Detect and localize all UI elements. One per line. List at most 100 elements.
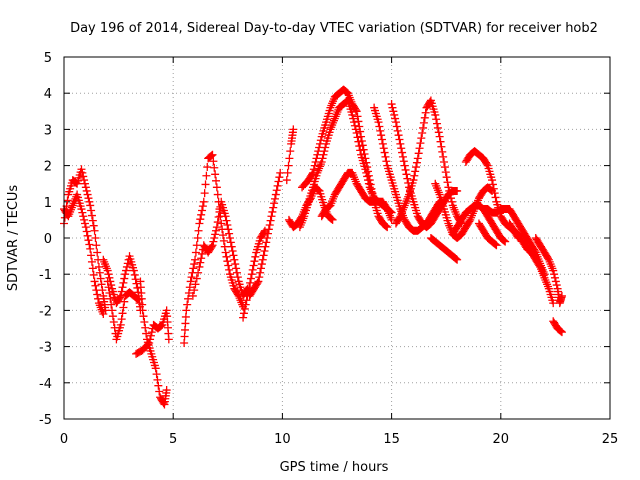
data-point xyxy=(225,234,234,242)
data-point xyxy=(500,236,509,245)
data-point xyxy=(398,148,407,157)
series-arc-9 xyxy=(245,168,285,300)
data-point xyxy=(152,370,161,379)
data-point xyxy=(85,240,94,249)
x-tick-label: 25 xyxy=(602,432,619,447)
data-point xyxy=(209,157,218,166)
data-point xyxy=(284,161,293,170)
data-point xyxy=(355,142,364,151)
data-point xyxy=(313,150,322,159)
data-point xyxy=(256,264,265,273)
data-point xyxy=(452,254,461,263)
data-point xyxy=(398,152,407,161)
data-point xyxy=(250,257,259,266)
data-point xyxy=(210,163,219,172)
data-point xyxy=(358,141,367,150)
data-point xyxy=(392,122,401,131)
data-point xyxy=(221,248,230,257)
data-point xyxy=(433,123,442,132)
data-point xyxy=(380,148,389,157)
data-point xyxy=(122,266,131,275)
data-point xyxy=(260,247,269,256)
data-point xyxy=(105,273,114,282)
data-point xyxy=(87,257,96,266)
x-tick-label: 20 xyxy=(493,432,510,447)
data-point xyxy=(182,306,191,315)
y-tick-label: 1 xyxy=(44,196,52,211)
data-point xyxy=(492,241,501,250)
data-point xyxy=(549,266,558,275)
data-point xyxy=(154,381,163,390)
data-point xyxy=(189,264,198,273)
data-point xyxy=(491,240,500,249)
data-point xyxy=(197,254,206,263)
data-point xyxy=(208,241,217,250)
data-point xyxy=(387,215,396,224)
data-point xyxy=(213,218,222,227)
series-arc-26 xyxy=(531,234,566,308)
data-point xyxy=(192,241,201,250)
series-arc-25 xyxy=(505,219,558,308)
data-point xyxy=(412,163,421,172)
data-point xyxy=(242,296,251,305)
data-point xyxy=(78,208,87,217)
data-point xyxy=(89,270,98,279)
data-point xyxy=(83,190,92,199)
data-point xyxy=(326,214,335,223)
data-point xyxy=(387,100,396,109)
data-point xyxy=(232,264,241,273)
data-point xyxy=(194,268,203,277)
chart-title: Day 196 of 2014, Sidereal Day-to-day VTE… xyxy=(70,21,598,36)
y-axis-label: SDTVAR / TECUs xyxy=(6,185,21,292)
data-point xyxy=(116,320,125,329)
data-point xyxy=(212,226,221,235)
data-point xyxy=(353,112,362,121)
data-point xyxy=(401,165,410,174)
data-point xyxy=(213,190,222,199)
series-arc-27 xyxy=(549,317,566,337)
data-point xyxy=(93,290,102,299)
y-tick-label: -5 xyxy=(39,413,52,428)
data-point xyxy=(186,277,195,286)
data-point xyxy=(198,249,207,258)
data-point xyxy=(190,286,199,295)
data-point xyxy=(246,274,255,283)
data-point xyxy=(282,176,291,185)
data-point xyxy=(80,219,89,228)
data-point xyxy=(134,295,143,304)
data-point xyxy=(88,264,97,273)
data-point xyxy=(188,291,197,300)
data-point xyxy=(488,176,497,185)
data-point xyxy=(441,168,450,177)
data-point xyxy=(96,274,105,283)
data-point xyxy=(251,252,260,261)
data-point xyxy=(108,306,117,315)
data-point xyxy=(354,137,363,146)
data-point xyxy=(420,113,429,122)
data-point xyxy=(104,270,113,279)
data-point xyxy=(557,327,566,336)
y-tick-label: -2 xyxy=(39,304,52,319)
data-point xyxy=(350,121,359,130)
data-point xyxy=(193,234,202,242)
series-arc-6 xyxy=(132,306,173,358)
data-point xyxy=(261,242,270,251)
data-point xyxy=(433,119,442,128)
x-tick-label: 10 xyxy=(274,432,291,447)
data-point xyxy=(108,312,117,321)
data-point xyxy=(184,294,193,303)
data-point xyxy=(543,254,552,263)
data-point xyxy=(383,223,392,232)
data-point xyxy=(390,110,399,119)
data-point xyxy=(87,251,96,260)
data-point xyxy=(197,210,206,219)
data-point xyxy=(360,150,369,159)
data-point xyxy=(246,278,255,287)
data-point xyxy=(438,147,447,156)
data-point xyxy=(258,255,267,264)
data-point xyxy=(440,157,449,166)
data-point xyxy=(85,197,94,206)
series-arc-2 xyxy=(60,190,108,319)
data-point xyxy=(229,251,238,260)
data-point xyxy=(225,229,234,238)
